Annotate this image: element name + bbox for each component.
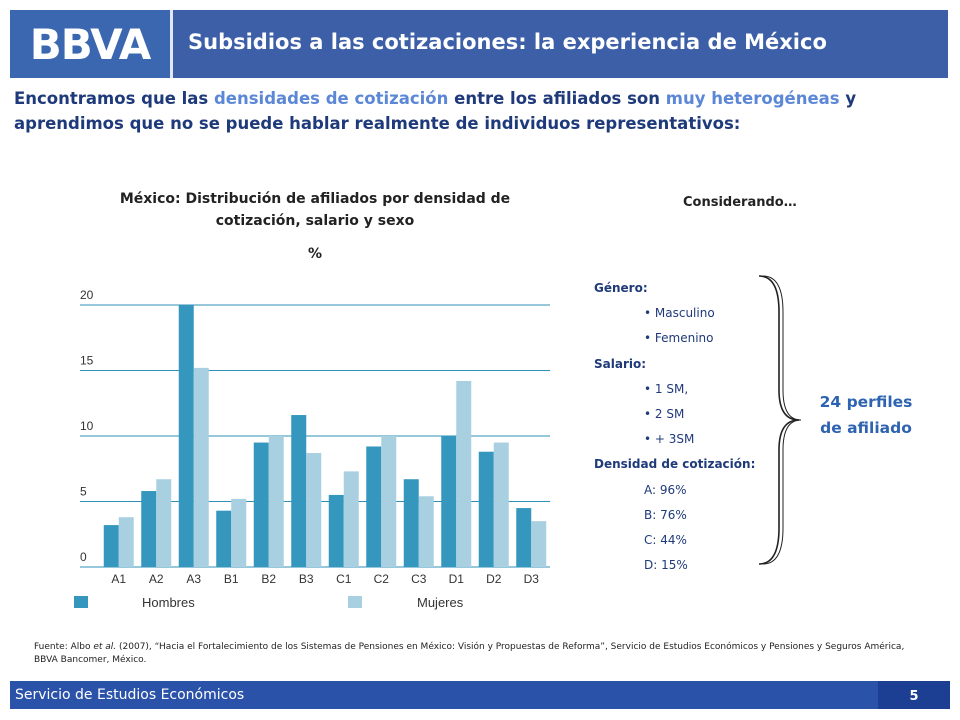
legend-label-hombres: Hombres: [142, 595, 195, 610]
x-tick-label: A1: [111, 572, 126, 586]
bar-hombres-b1: [216, 510, 232, 567]
intro-part-1: Encontramos que las: [14, 89, 214, 108]
x-tick-label: D1: [449, 572, 465, 586]
profile-item: A: 96%: [644, 482, 687, 497]
x-tick-label: B3: [299, 572, 314, 586]
bar-mujeres-d3: [531, 521, 547, 567]
intro-part-2: entre los afiliados son: [448, 89, 666, 108]
bar-hombres-d3: [516, 508, 532, 567]
x-tick-label: D2: [486, 572, 502, 586]
x-tick-label: A3: [186, 572, 201, 586]
intro-highlight-2: muy heterogéneas: [665, 89, 840, 108]
intro-part-3: y aprendimos que no se puede hablar real…: [14, 89, 857, 133]
profile-item: C: 44%: [644, 532, 687, 547]
bar-hombres-b2: [253, 442, 269, 567]
x-tick-label: A2: [149, 572, 164, 586]
x-tick-label: C2: [374, 572, 390, 586]
bar-mujeres-a2: [156, 479, 172, 567]
profile-item: • Masculino: [644, 306, 715, 321]
bar-mujeres-d1: [456, 380, 472, 567]
logo-text: BBVA: [29, 19, 151, 69]
bbva-logo: BBVA: [10, 10, 170, 78]
page-number-box: 5: [878, 681, 950, 709]
footer-text: Servicio de Estudios Económicos: [15, 687, 245, 703]
bar-hombres-c2: [366, 446, 382, 567]
profile-item: • 2 SM: [644, 406, 685, 421]
intro-text: Encontramos que las densidades de cotiza…: [14, 86, 944, 136]
intro-highlight-1: densidades de cotización: [213, 89, 449, 108]
y-tick-label: 20: [80, 288, 94, 302]
bar-mujeres-b2: [268, 436, 284, 567]
chart-title: México: Distribución de afiliados por de…: [119, 191, 511, 229]
y-tick-label: 5: [80, 485, 87, 499]
header-divider: [170, 10, 173, 78]
footer-bar: Servicio de Estudios Económicos 5: [10, 681, 950, 709]
bar-mujeres-a1: [118, 517, 134, 567]
bar-hombres-d1: [441, 436, 457, 567]
x-tick-label: B1: [224, 572, 239, 586]
profile-item: B: 76%: [644, 507, 687, 522]
bar-hombres-a2: [141, 491, 157, 567]
bar-mujeres-d2: [493, 442, 509, 567]
x-tick-label: B2: [261, 572, 276, 586]
legend-swatch-mujeres: [348, 596, 362, 608]
source-post: (2007), “Hacia el Fortalecimiento de los…: [34, 642, 905, 665]
profiles-result: 24 perfiles de afiliado: [808, 389, 924, 441]
page-number: 5: [909, 689, 919, 704]
bar-hombres-a3: [178, 305, 194, 567]
y-tick-label: 0: [80, 550, 87, 564]
x-tick-label: C3: [411, 572, 427, 586]
profile-heading: Género:: [594, 281, 648, 295]
y-tick-label: 15: [80, 354, 94, 368]
profile-item: • + 3SM: [644, 432, 695, 447]
legend-swatch-hombres: [74, 596, 88, 608]
profile-criteria-list: Género: • Masculino • Femenino Salario: • 1 …: [594, 276, 774, 578]
x-tick-label: C1: [336, 572, 352, 586]
bar-hombres-a1: [103, 525, 119, 567]
profiles-line-2: de afiliado: [820, 419, 912, 437]
profile-item: • 1 SM,: [644, 381, 689, 396]
y-tick-label: 10: [80, 419, 94, 433]
profile-item: • Femenino: [644, 331, 714, 346]
bar-hombres-d2: [478, 451, 494, 567]
bar-mujeres-c1: [343, 471, 359, 567]
profile-heading: Salario:: [594, 356, 647, 371]
slide-title: Subsidios a las cotizaciones: la experie…: [188, 30, 827, 54]
bar-mujeres-c2: [381, 436, 397, 567]
profile-heading: Densidad de cotización:: [594, 457, 756, 472]
source-pre: Fuente: Albo: [34, 642, 94, 652]
bar-mujeres-a3: [193, 367, 209, 567]
legend-label-mujeres: Mujeres: [417, 595, 464, 610]
bar-mujeres-b1: [231, 498, 247, 567]
bar-hombres-c1: [328, 494, 344, 567]
header-banner: BBVA Subsidios a las cotizaciones: la ex…: [10, 10, 948, 78]
bar-hombres-c3: [403, 479, 419, 567]
bar-mujeres-c3: [418, 496, 434, 567]
chart-unit: %: [307, 246, 323, 262]
considerando-heading: Considerando…: [683, 195, 797, 210]
source-note: Fuente: Albo et al. (2007), “Hacia el Fo…: [34, 641, 929, 667]
bar-chart: 0 5 10 15 20 A1 A2 A3 B1 B2 B3 C1 C2 C3 D1 D2 D3 Hombres M…: [74, 288, 550, 610]
bar-mujeres-b3: [306, 453, 322, 567]
source-etal: et al.: [93, 642, 117, 652]
right-brace-icon: [758, 275, 802, 565]
x-tick-label: D3: [524, 572, 540, 586]
profile-item: D: 15%: [644, 558, 688, 573]
bar-hombres-b3: [291, 415, 307, 567]
profiles-line-1: 24 perfiles: [819, 393, 913, 411]
